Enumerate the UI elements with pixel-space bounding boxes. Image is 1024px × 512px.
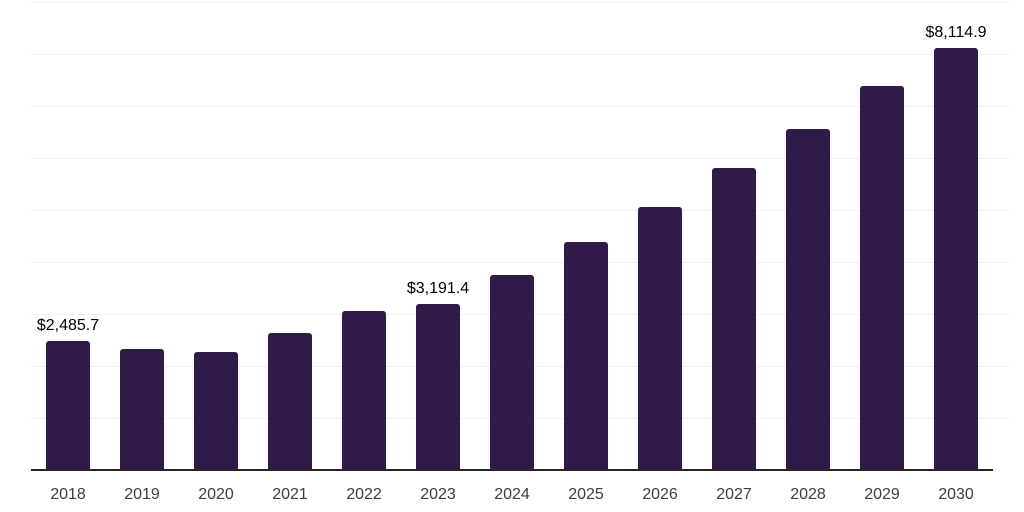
x-tick-label-2023: 2023 [420, 486, 456, 503]
x-tick-label-2018: 2018 [50, 486, 86, 503]
gridline-9000 [31, 2, 1010, 3]
bar-2025 [564, 242, 608, 470]
bar-2026 [638, 207, 682, 470]
gridline-8000 [31, 54, 1010, 55]
x-axis-line [31, 469, 993, 471]
bar-2019 [120, 349, 164, 470]
gridline-7000 [31, 106, 1010, 107]
bar-2022 [342, 311, 386, 470]
x-tick-label-2029: 2029 [864, 486, 900, 503]
x-tick-label-2022: 2022 [346, 486, 382, 503]
x-tick-label-2025: 2025 [568, 486, 604, 503]
bar-2018 [46, 341, 90, 470]
bar-2021 [268, 333, 312, 470]
data-label-2023: $3,191.4 [406, 280, 470, 297]
bar-2030 [934, 48, 978, 470]
x-tick-label-2030: 2030 [938, 486, 974, 503]
x-tick-label-2026: 2026 [642, 486, 678, 503]
gridline-4000 [31, 262, 1010, 263]
bar-2029 [860, 86, 904, 470]
gridline-5000 [31, 210, 1010, 211]
x-tick-label-2027: 2027 [716, 486, 752, 503]
x-tick-label-2024: 2024 [494, 486, 530, 503]
x-tick-label-2028: 2028 [790, 486, 826, 503]
bar-2020 [194, 352, 238, 470]
x-tick-label-2021: 2021 [272, 486, 308, 503]
data-label-2030: $8,114.9 [925, 24, 987, 41]
bar-2023 [416, 304, 460, 470]
bar-2024 [490, 275, 534, 470]
bar-2027 [712, 168, 756, 470]
x-tick-label-2020: 2020 [198, 486, 234, 503]
gridline-6000 [31, 158, 1010, 159]
bar-2028 [786, 129, 830, 470]
data-label-2018: $2,485.7 [36, 317, 100, 334]
x-tick-label-2019: 2019 [124, 486, 160, 503]
